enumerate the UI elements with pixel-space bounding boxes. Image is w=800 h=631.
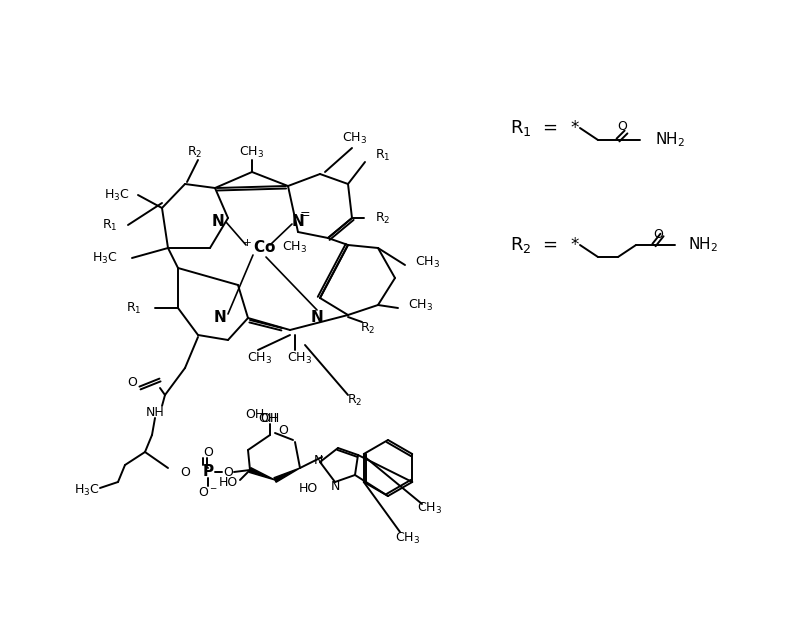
Text: CH$_3$: CH$_3$ <box>287 350 313 365</box>
Text: R$_2$: R$_2$ <box>347 392 362 408</box>
Text: R$_1$: R$_1$ <box>102 218 118 233</box>
Text: O: O <box>127 375 137 389</box>
Text: OH: OH <box>258 411 278 425</box>
Text: CH$_3$: CH$_3$ <box>415 254 440 269</box>
Polygon shape <box>274 468 300 482</box>
Text: O$^-$: O$^-$ <box>198 485 218 498</box>
Text: R$_2$: R$_2$ <box>360 321 376 336</box>
Text: N: N <box>292 215 304 230</box>
Text: OH: OH <box>246 408 265 422</box>
Text: CH$_3$: CH$_3$ <box>395 531 421 546</box>
Text: R$_1$: R$_1$ <box>375 148 390 163</box>
Text: CH$_3$: CH$_3$ <box>239 144 265 160</box>
Text: *: * <box>571 236 579 254</box>
Text: CH$_3$: CH$_3$ <box>408 297 433 312</box>
Text: NH: NH <box>146 406 164 418</box>
Text: N: N <box>212 215 224 230</box>
Text: H$_3$C: H$_3$C <box>74 483 100 498</box>
Text: O: O <box>203 445 213 459</box>
Text: *: * <box>571 119 579 137</box>
Text: N: N <box>330 480 340 493</box>
Text: CH$_3$: CH$_3$ <box>418 500 442 516</box>
Text: $^+$Co: $^+$Co <box>240 239 276 256</box>
Polygon shape <box>249 468 275 480</box>
Text: HO: HO <box>218 476 238 488</box>
Text: O: O <box>180 466 190 478</box>
Text: N: N <box>214 310 226 326</box>
Text: CH$_3$: CH$_3$ <box>282 239 307 254</box>
Text: R$_1$  =: R$_1$ = <box>510 118 558 138</box>
Text: R$_2$: R$_2$ <box>187 144 202 160</box>
Text: NH$_2$: NH$_2$ <box>688 235 718 254</box>
Text: O: O <box>617 119 627 133</box>
Text: N: N <box>310 310 323 326</box>
Text: H$_3$C: H$_3$C <box>105 187 130 203</box>
Text: O: O <box>653 228 663 242</box>
Text: O: O <box>223 466 233 478</box>
Text: R$_2$: R$_2$ <box>375 211 390 225</box>
Text: HO: HO <box>298 481 318 495</box>
Text: H$_3$C: H$_3$C <box>93 251 118 266</box>
Text: R$_2$  =: R$_2$ = <box>510 235 558 255</box>
Text: CH$_3$: CH$_3$ <box>342 131 367 146</box>
Text: =: = <box>300 208 310 221</box>
Text: R$_1$: R$_1$ <box>126 300 142 316</box>
Text: O: O <box>278 423 288 437</box>
Text: CH$_3$: CH$_3$ <box>247 350 273 365</box>
Text: P: P <box>202 464 214 480</box>
Text: N: N <box>314 454 322 466</box>
Text: OH: OH <box>260 411 280 425</box>
Text: NH$_2$: NH$_2$ <box>655 131 686 150</box>
